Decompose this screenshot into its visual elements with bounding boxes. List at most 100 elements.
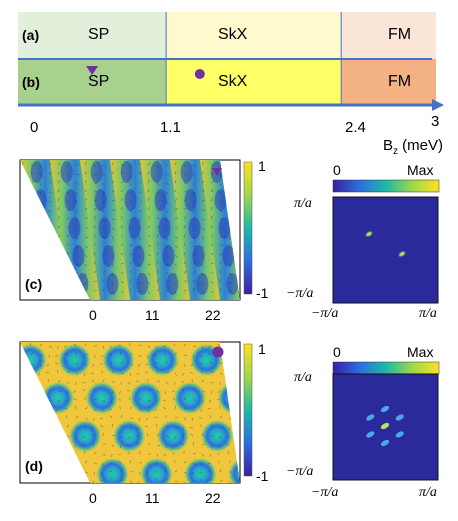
row-a-phase-sp: SP [88,26,110,43]
spin-arrow [147,225,151,229]
spin-arrow [208,353,212,356]
spin-arrow [91,434,95,437]
spin-arrow [147,281,151,285]
spin-arrow [200,408,203,412]
spin-arrow [84,281,87,285]
spin-arrow [147,272,151,276]
spin-arrow [174,372,177,376]
spin-arrow [82,443,86,446]
fourier-d-xleft: −π/a [311,485,339,500]
spin-arrow [30,181,34,184]
spin-arrow [201,379,205,383]
spin-arrow [138,408,142,410]
spin-arrow [236,480,239,483]
spin-arrow [155,345,158,349]
spin-arrow [111,227,115,230]
spin-arrow [228,263,231,267]
spin-arrow [46,363,50,367]
spin-arrow [129,270,132,274]
sp-marker-triangle [86,66,99,75]
spin-arrow [84,180,87,184]
panel-d-circle-icon [212,346,224,358]
spin-arrow [209,453,212,457]
spin-arrow [210,172,214,175]
spin-arrow [102,182,105,186]
spin-arrow [219,191,222,195]
spin-arrow [200,424,203,428]
fourier-d-xright: π/a [419,485,437,500]
spin-arrow [57,225,61,229]
spin-arrow [156,182,160,186]
spin-arrow [145,363,149,366]
spin-arrow [111,218,115,221]
phase-region-sp [18,12,167,59]
spin-arrow [183,343,187,347]
spin-arrow [174,426,178,429]
spin-arrow [57,379,61,383]
spin-arrow [192,288,195,292]
sp-minimum [94,189,107,211]
spin-arrow [55,408,59,412]
spin-arrow [189,426,194,428]
spin-arrow [48,388,52,392]
fourier-d-scale-min: 0 [333,344,341,360]
spin-arrow [75,372,79,376]
spin-arrow [93,243,96,247]
spin-arrow [101,354,104,358]
spin-arrow [138,344,142,347]
spin-arrow [147,290,150,294]
spin-arrow [163,399,167,402]
spin-arrow [75,435,78,439]
spin-arrow [174,254,178,258]
spin-arrow [111,171,114,175]
sp-minimum [192,245,205,267]
spin-arrow [165,173,169,176]
spin-arrow [181,435,185,438]
sp-minimum [60,161,73,183]
spin-arrow [102,279,106,283]
spin-arrow [154,462,158,466]
fourier-c-peak [397,250,407,258]
spin-arrow [147,198,150,202]
spin-arrow [102,245,106,248]
spin-arrow [165,200,168,204]
sp-minimum [98,217,111,239]
spin-arrow [48,182,53,184]
spin-arrow [129,353,133,356]
sp-minimum [196,273,209,295]
spin-arrow [156,433,160,437]
spin-arrow [66,173,69,177]
spin-arrow [147,399,151,402]
spin-arrow [172,397,176,401]
spin-arrow [209,415,212,419]
spin-arrow [84,217,88,220]
spin-arrow [120,234,123,238]
skyrmion [112,419,147,453]
spin-arrow [111,236,115,240]
spin-arrow [165,361,168,365]
spin-arrow [48,209,52,213]
spin-arrow [57,198,60,202]
spin-arrow [181,443,185,446]
spin-arrow [192,345,196,348]
spin-arrow [201,236,205,240]
phase-region-fm [341,12,436,59]
spin-arrow [172,452,176,455]
sp-minimum [150,161,163,183]
axis-tick-3: 3 [431,113,440,130]
skyrmion [0,419,14,453]
spin-arrow [154,408,158,411]
spin-arrow [128,435,131,439]
spin-arrow [39,191,42,195]
fourier-c-scale-bar [332,179,440,193]
spin-arrow [73,390,77,393]
spin-arrow [102,379,105,383]
spin-arrow [210,262,214,265]
spin-arrow [165,289,169,292]
spin-arrow [75,191,79,195]
spin-arrow [156,453,159,457]
spin-arrow [201,180,205,184]
spin-arrow [165,263,169,266]
spin-arrow [57,390,61,393]
sp-minimum [128,217,141,239]
